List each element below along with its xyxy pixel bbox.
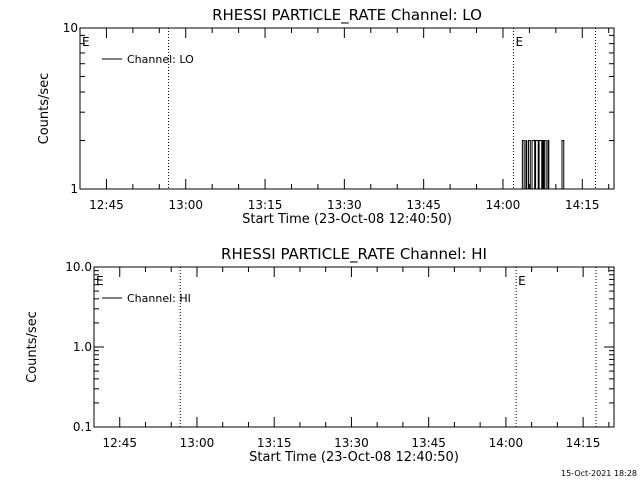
edge-marker-label: E bbox=[82, 35, 90, 49]
x-axis-label: Start Time (23-Oct-08 12:40:50) bbox=[242, 212, 452, 227]
plot-frame bbox=[93, 266, 615, 428]
x-tick-label: 14:00 bbox=[489, 436, 524, 450]
legend-entry: Channel: HI bbox=[127, 292, 191, 305]
y-tick-label: 1.0 bbox=[73, 340, 92, 354]
x-tick-label: 13:00 bbox=[180, 436, 215, 450]
chart-title: RHESSI PARTICLE_RATE Channel: HI bbox=[221, 245, 487, 264]
marker-label: E bbox=[516, 35, 524, 49]
x-tick-label: 13:15 bbox=[257, 436, 292, 450]
x-tick-label: 14:15 bbox=[566, 436, 601, 450]
y-tick-label: 1 bbox=[70, 182, 78, 196]
legend-entry: Channel: LO bbox=[127, 53, 194, 66]
x-tick-label: 13:30 bbox=[327, 198, 362, 212]
y-axis-label: Counts/sec bbox=[37, 73, 52, 145]
date-stamp: 15-Oct-2021 18:28 bbox=[561, 469, 637, 478]
marker-label: E bbox=[518, 274, 526, 288]
chart-title: RHESSI PARTICLE_RATE Channel: LO bbox=[212, 6, 482, 25]
x-tick-label: 14:15 bbox=[565, 198, 600, 212]
x-tick-label: 13:45 bbox=[411, 436, 446, 450]
series-line bbox=[520, 140, 570, 190]
y-axis-label: Counts/sec bbox=[25, 311, 40, 383]
x-tick-label: 13:00 bbox=[168, 198, 203, 212]
x-tick-label: 13:30 bbox=[334, 436, 369, 450]
plot-frame bbox=[79, 27, 615, 190]
y-tick-label: 10.0 bbox=[65, 260, 92, 274]
edge-marker-label: E bbox=[96, 274, 104, 288]
x-tick-label: 13:15 bbox=[248, 198, 283, 212]
x-tick-label: 12:45 bbox=[102, 436, 137, 450]
x-tick-label: 12:45 bbox=[89, 198, 124, 212]
x-tick-label: 13:45 bbox=[406, 198, 441, 212]
x-tick-label: 14:00 bbox=[486, 198, 521, 212]
y-tick-label: 0.1 bbox=[73, 420, 92, 434]
x-axis-label: Start Time (23-Oct-08 12:40:50) bbox=[249, 450, 459, 465]
y-tick-label: 10 bbox=[63, 21, 78, 35]
